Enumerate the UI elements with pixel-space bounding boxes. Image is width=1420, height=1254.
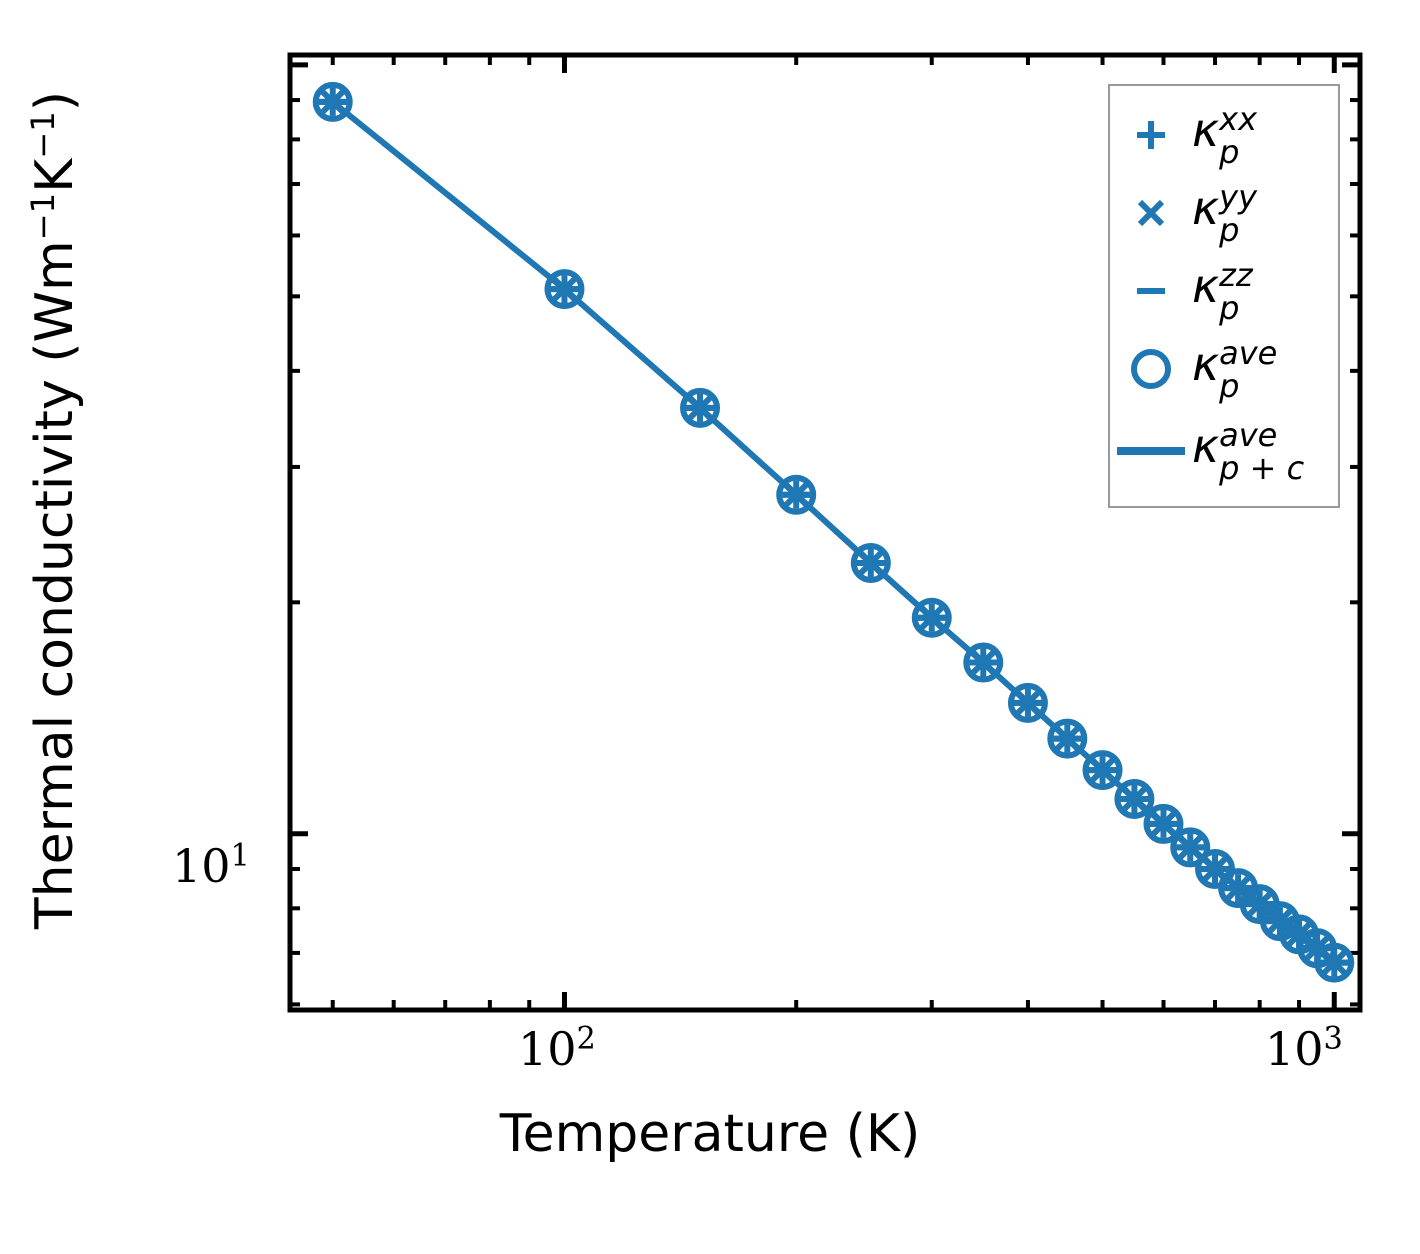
axes-spines	[287, 52, 1363, 1013]
legend-label-0: κ xx p	[1192, 102, 1342, 168]
legend-supsub-4: ave p + c	[1219, 419, 1304, 484]
x-tick-label-100: 102	[518, 1024, 596, 1072]
series-markers-kappa_p_ave	[312, 81, 1355, 983]
legend-superscript-4: ave	[1219, 416, 1278, 455]
hline-marker	[1110, 261, 1192, 321]
legend-label-2: κ zz p	[1192, 258, 1342, 324]
x-tick-exp-2: 3	[1323, 1021, 1343, 1057]
legend-item-0[interactable]: κ xx p	[1110, 96, 1342, 174]
legend-subscript-2: p	[1219, 289, 1240, 327]
plus-marker	[1110, 105, 1192, 165]
series-markers-kappa_p_zz	[318, 98, 1349, 966]
marker-circle	[1007, 682, 1048, 723]
legend-kappa-1: κ	[1192, 181, 1220, 236]
legend-subscript-4: p + c	[1219, 449, 1305, 487]
legend-supsub-1: yy p	[1219, 181, 1257, 246]
marker-circle	[1170, 827, 1211, 868]
legend-supsub-0: xx p	[1219, 103, 1257, 168]
marker-circle	[776, 474, 817, 515]
legend-superscript-0: xx	[1219, 100, 1257, 139]
marker-circle	[544, 269, 585, 310]
legend-supsub-2: zz p	[1219, 259, 1253, 324]
legend-item-3[interactable]: κ ave p	[1110, 330, 1342, 408]
circle-marker	[1110, 339, 1192, 399]
legend-supsub-3: ave p	[1219, 337, 1277, 402]
circle-marker-glyph	[1131, 349, 1171, 389]
x-tick-base-1: 10	[518, 1022, 577, 1076]
data-series-group	[312, 81, 1355, 983]
legend-kappa-2: κ	[1192, 259, 1220, 314]
legend-subscript-3: p	[1219, 367, 1240, 405]
x-axis-title: Temperature (K)	[499, 1104, 921, 1164]
y-axis-title-end: )	[25, 90, 86, 112]
legend-superscript-1: yy	[1219, 178, 1257, 217]
cross-marker-glyph	[1137, 199, 1165, 227]
cross-marker	[1110, 183, 1192, 243]
y-axis-title: Thermal conductivity (Wm−1K−1)	[24, 91, 85, 929]
y-axis-title-sup-2: −1	[23, 111, 62, 159]
marker-circle	[312, 81, 353, 122]
legend-item-1[interactable]: κ yy p	[1110, 174, 1342, 252]
x-tick-base-2: 10	[1265, 1022, 1324, 1076]
y-axis-title-main: Thermal conductivity (Wm	[25, 240, 86, 930]
legend-superscript-2: zz	[1219, 256, 1253, 295]
y-axis-title-mid: K	[25, 158, 86, 193]
axes-frame	[287, 52, 1363, 1013]
plus-marker-glyph	[1137, 121, 1165, 149]
y-tick-exp-1: 1	[230, 838, 250, 874]
y-tick-base-1: 10	[172, 839, 231, 893]
marker-circle	[850, 542, 891, 583]
marker-circle	[1114, 778, 1155, 819]
legend-label-3: κ ave p	[1192, 336, 1342, 402]
legend-kappa-4: κ	[1192, 419, 1220, 474]
marker-circle	[1082, 750, 1123, 791]
legend-label-1: κ yy p	[1192, 180, 1342, 246]
legend-kappa-3: κ	[1192, 337, 1220, 392]
marker-circle	[1143, 803, 1184, 844]
y-tick-label-10: 101	[172, 841, 250, 889]
marker-circle	[1195, 848, 1236, 889]
marker-circle	[1047, 718, 1088, 759]
marker-circle	[680, 387, 721, 428]
legend-subscript-1: p	[1219, 211, 1240, 249]
x-tick-label-1000: 103	[1265, 1024, 1343, 1072]
legend-label-4: κ ave p + c	[1192, 418, 1342, 484]
marker-circle	[963, 642, 1004, 683]
x-tick-exp-1: 2	[576, 1021, 596, 1057]
marker-circle	[911, 597, 952, 638]
marker-circle	[1314, 942, 1355, 983]
legend-subscript-0: p	[1219, 133, 1240, 171]
y-axis-title-container: Thermal conductivity (Wm−1K−1)	[0, 0, 110, 1020]
line-marker	[1110, 421, 1192, 481]
y-axis-title-sup-1: −1	[23, 192, 62, 241]
axis-ticks	[290, 55, 1360, 1010]
chart-legend: κ xx p κ yy p κ zz p κ ave p κ ave p + c	[1108, 84, 1340, 508]
legend-item-4[interactable]: κ ave p + c	[1110, 412, 1342, 490]
legend-item-2[interactable]: κ zz p	[1110, 252, 1342, 330]
legend-kappa-0: κ	[1192, 103, 1220, 158]
legend-superscript-3: ave	[1219, 334, 1278, 373]
